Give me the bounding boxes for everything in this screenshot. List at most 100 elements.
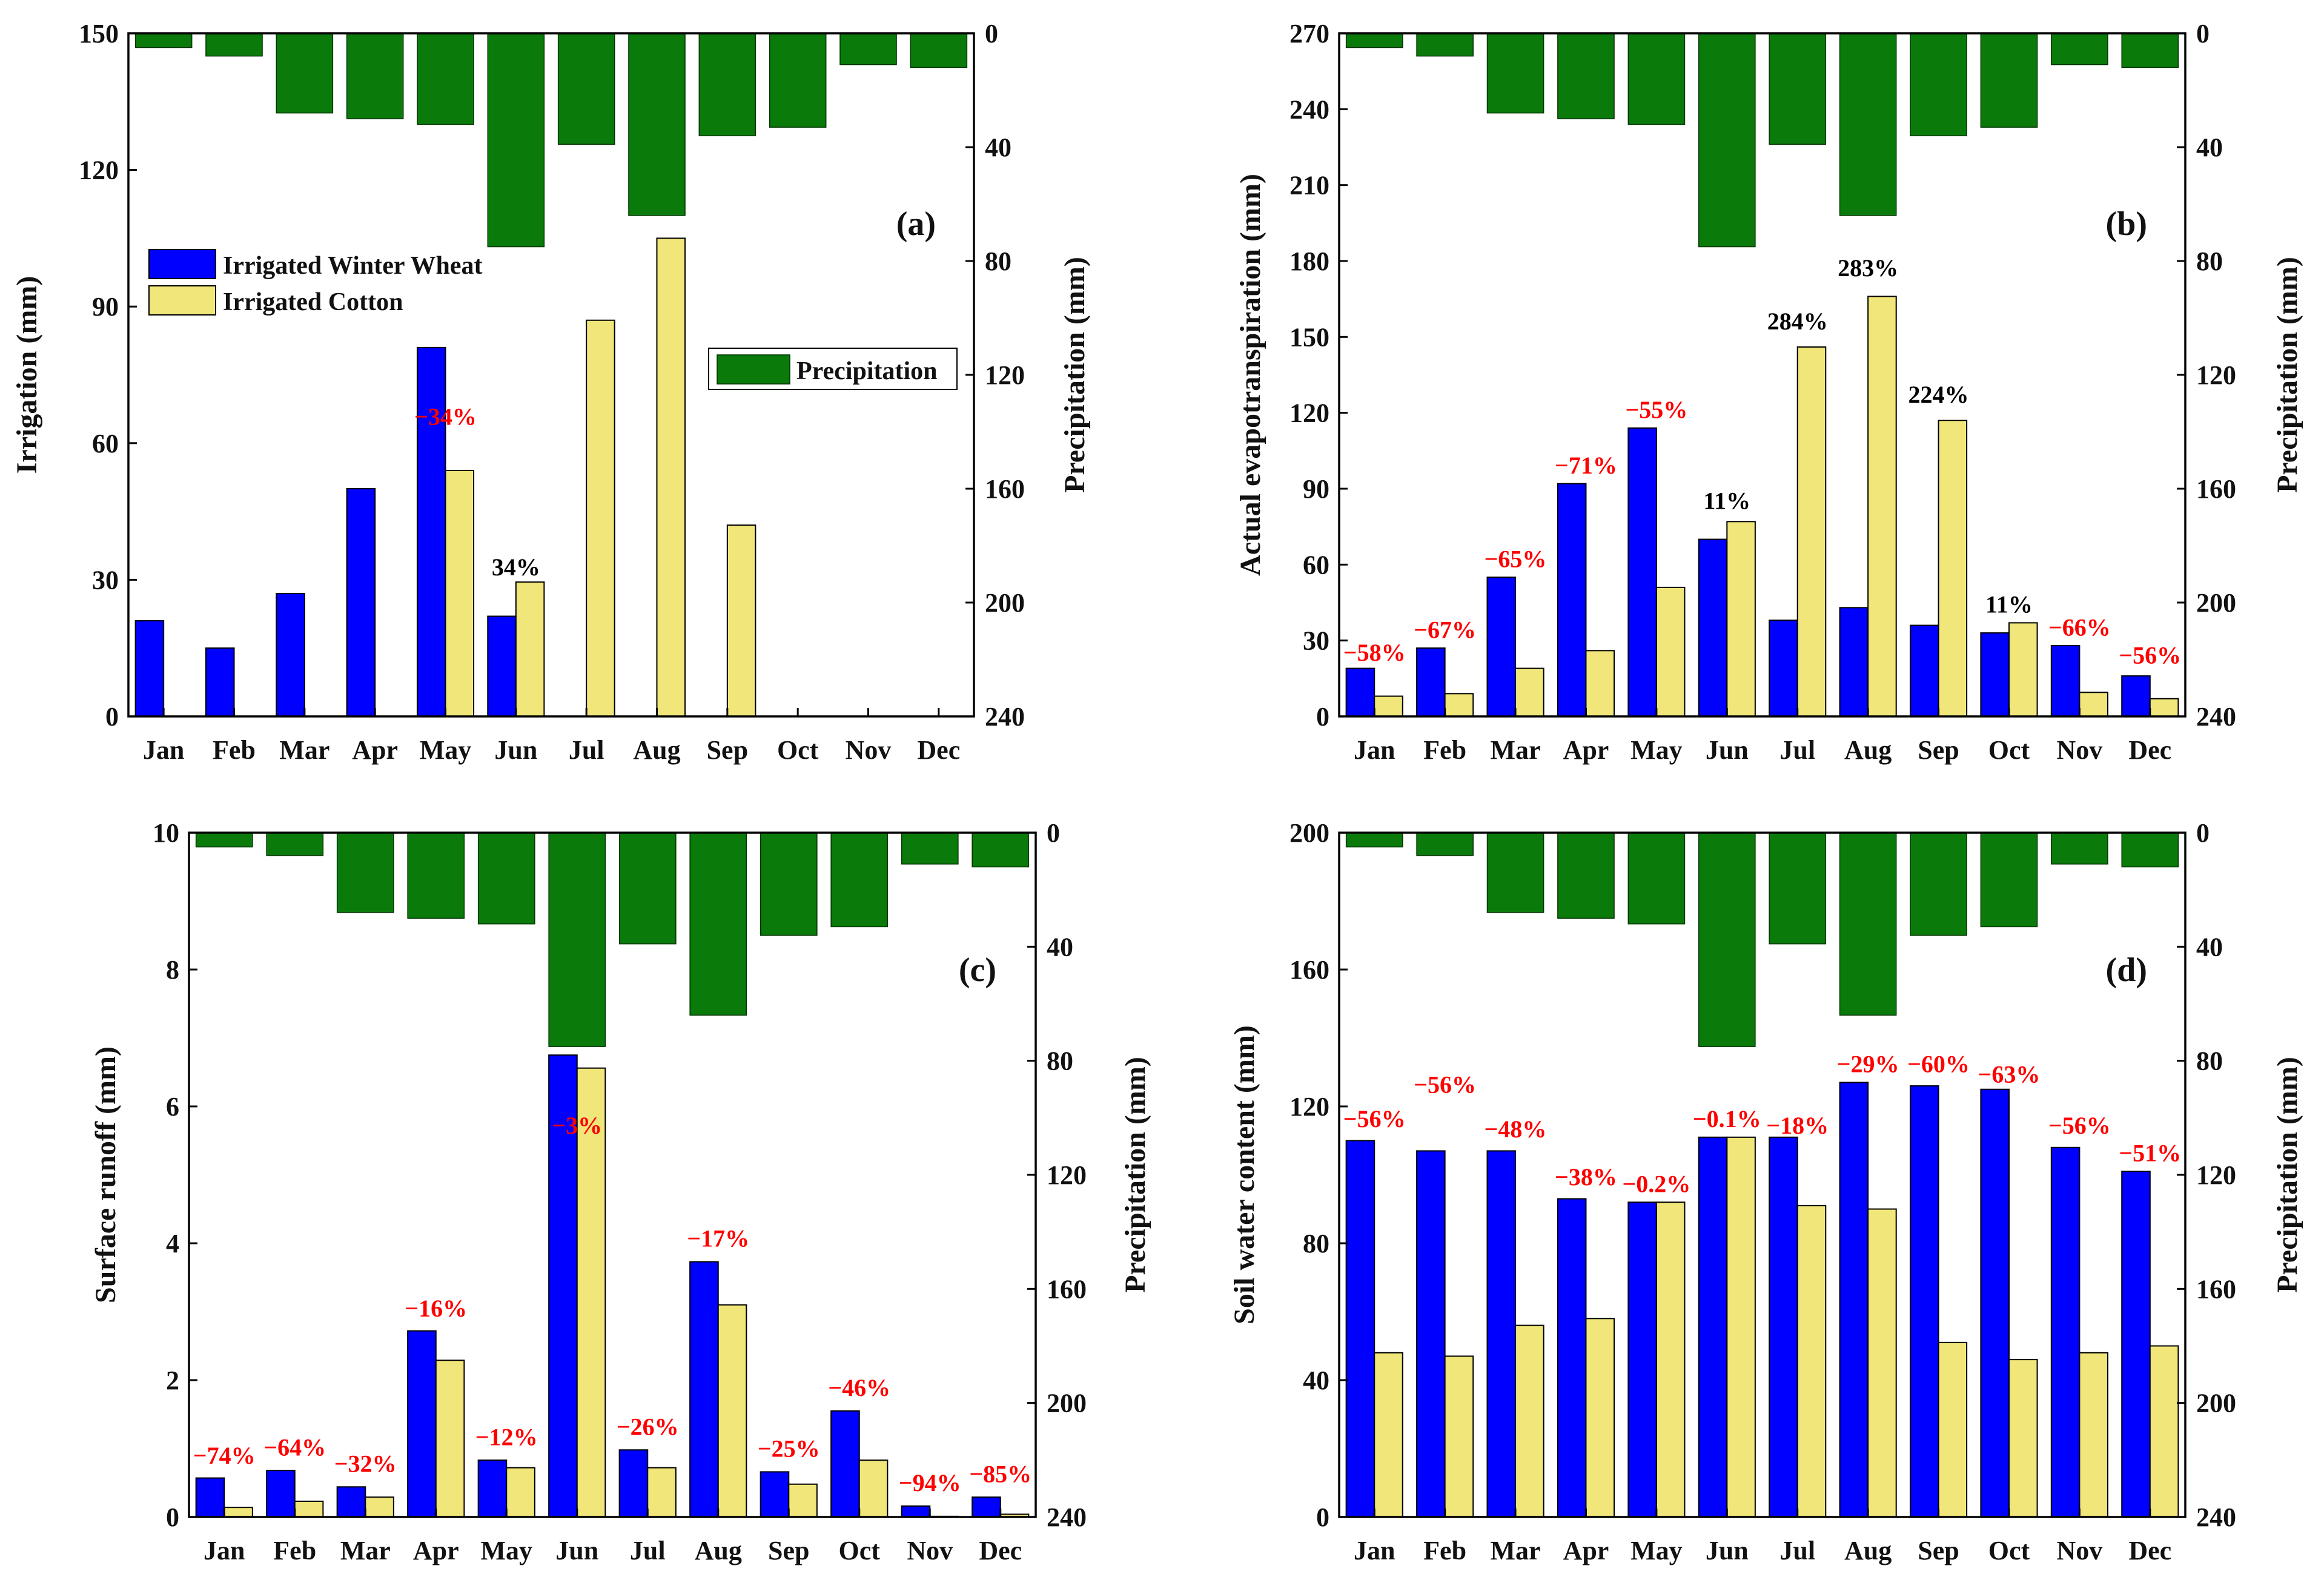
cotton-bar-feb — [1444, 693, 1474, 718]
annotation-apr: −71% — [1555, 452, 1617, 479]
y-tick-label: 200 — [1289, 818, 1329, 848]
annotation-jul: −18% — [1766, 1112, 1829, 1139]
y2-tick-label: 240 — [2196, 1502, 2236, 1532]
x-tick-label-jan: Jan — [1354, 1536, 1395, 1565]
precip-bar-nov — [839, 33, 897, 65]
annotation-mar: −48% — [1485, 1115, 1547, 1143]
y2-tick-label: 40 — [985, 133, 1011, 162]
wheat-bar-jan — [1345, 667, 1376, 717]
cotton-bar-sep — [1938, 420, 1968, 717]
x-tick-label-may: May — [1630, 1536, 1683, 1565]
x-tick-label-feb: Feb — [1423, 735, 1466, 765]
precip-bar-jan — [195, 832, 253, 848]
precip-bar-feb — [266, 832, 324, 856]
cotton-bar-aug — [1867, 1208, 1897, 1518]
annotation-may: −0.2% — [1622, 1170, 1690, 1197]
cotton-bar-may — [1655, 586, 1686, 718]
y-tick-label: 160 — [1289, 955, 1329, 985]
precip-bar-dec — [2121, 832, 2179, 868]
x-tick-label-aug: Aug — [1844, 735, 1892, 765]
wheat-bar-oct — [1980, 632, 2010, 717]
x-tick-label-nov: Nov — [846, 735, 892, 765]
x-tick-label-jun: Jun — [1706, 735, 1749, 765]
precip-bar-jun — [487, 33, 545, 248]
annotation-may: −12% — [475, 1423, 538, 1450]
precip-bar-jul — [557, 33, 615, 145]
y2-tick-label: 240 — [985, 702, 1025, 732]
x-tick-label-jul: Jul — [630, 1536, 666, 1565]
y-tick-label: 60 — [92, 429, 119, 458]
y-tick-label: 0 — [105, 702, 119, 732]
panel-b: 0 30 60 90 120 150 180 210 240 270 0 40 80 120 160 200 2… — [1234, 19, 2303, 765]
y-tick-label: 180 — [1289, 246, 1329, 276]
wheat-bar-apr — [1557, 1198, 1587, 1518]
y2-tick-label: 40 — [1047, 932, 1073, 962]
x-tick-label-jan: Jan — [143, 735, 184, 765]
x-tick-label-nov: Nov — [907, 1536, 953, 1565]
annotation-aug: 283% — [1838, 254, 1898, 282]
wheat-bar-nov — [901, 1505, 931, 1518]
x-tick-label-dec: Dec — [979, 1536, 1022, 1565]
annotation-dec: −51% — [2119, 1139, 2181, 1166]
wheat-bar-may — [416, 346, 446, 717]
y2-tick-label: 160 — [2196, 1274, 2236, 1304]
wheat-bar-apr — [407, 1330, 437, 1518]
y-tick-label: 240 — [1289, 94, 1329, 124]
annotation-jan: −58% — [1343, 639, 1406, 666]
y2-tick-label: 80 — [985, 246, 1011, 276]
annotation-mar: −32% — [334, 1450, 397, 1477]
wheat-bar-feb — [266, 1470, 296, 1518]
x-tick-label-apr: Apr — [413, 1536, 459, 1565]
annotation-mar: −65% — [1485, 546, 1547, 573]
legend-swatch-wheat — [148, 249, 216, 279]
y2-tick-label: 40 — [2196, 133, 2223, 162]
x-tick-label-jul: Jul — [569, 735, 604, 765]
annotation-feb: −67% — [1414, 616, 1476, 643]
precip-bar-dec — [972, 832, 1030, 868]
y-tick-label: 0 — [1316, 1502, 1329, 1532]
precip-bar-apr — [407, 832, 465, 919]
y2-tick-label: 200 — [2196, 1389, 2236, 1418]
wheat-bar-dec — [2121, 675, 2151, 717]
x-tick-label-aug: Aug — [695, 1536, 742, 1565]
annotation-dec: −56% — [2119, 641, 2181, 669]
x-tick-label-sep: Sep — [1918, 735, 1959, 765]
wheat-bar-sep — [760, 1471, 790, 1518]
wheat-bar-jul — [1769, 1136, 1798, 1518]
cotton-bar-jan — [223, 1507, 253, 1518]
x-tick-label-jan: Jan — [204, 1536, 245, 1565]
y-tick-label: 150 — [1289, 322, 1329, 352]
y2-axis-label: Precipitation (mm) — [2271, 1057, 2303, 1293]
y-tick-label: 270 — [1289, 19, 1329, 48]
x-tick-label-may: May — [480, 1536, 532, 1565]
cotton-bar-may — [445, 469, 475, 717]
cotton-bar-jan — [1374, 695, 1403, 717]
precip-bar-sep — [698, 33, 756, 136]
wheat-bar-jun — [1698, 538, 1728, 717]
x-tick-label-jul: Jul — [1779, 1536, 1815, 1565]
precip-bar-mar — [276, 33, 334, 114]
annotation-jul: 284% — [1767, 308, 1828, 335]
x-tick-label-jun: Jun — [1706, 1536, 1749, 1565]
wheat-bar-may — [477, 1459, 508, 1518]
x-tick-label-oct: Oct — [839, 1536, 881, 1565]
annotation-aug: −29% — [1837, 1051, 1899, 1078]
wheat-bar-feb — [205, 647, 235, 717]
cotton-bar-oct — [858, 1459, 889, 1518]
y2-tick-label: 120 — [2196, 360, 2236, 390]
y-tick-label: 120 — [1289, 1092, 1329, 1122]
y-axis-label: Actual evapotranspiration (mm) — [1234, 174, 1266, 576]
precip-bar-dec — [910, 33, 968, 68]
wheat-bar-aug — [1839, 607, 1869, 717]
x-tick-label-mar: Mar — [1491, 735, 1541, 765]
y-tick-label: 30 — [92, 565, 119, 595]
legend-label-precipitation: Precipitation — [796, 357, 938, 385]
precip-bar-may — [417, 33, 474, 125]
x-tick-label-feb: Feb — [1423, 1536, 1466, 1565]
x-tick-label-sep: Sep — [707, 735, 748, 765]
x-tick-label-apr: Apr — [352, 735, 398, 765]
x-tick-label-may: May — [1630, 735, 1683, 765]
y2-tick-label: 0 — [985, 19, 998, 48]
panel-label: (a) — [896, 205, 936, 243]
